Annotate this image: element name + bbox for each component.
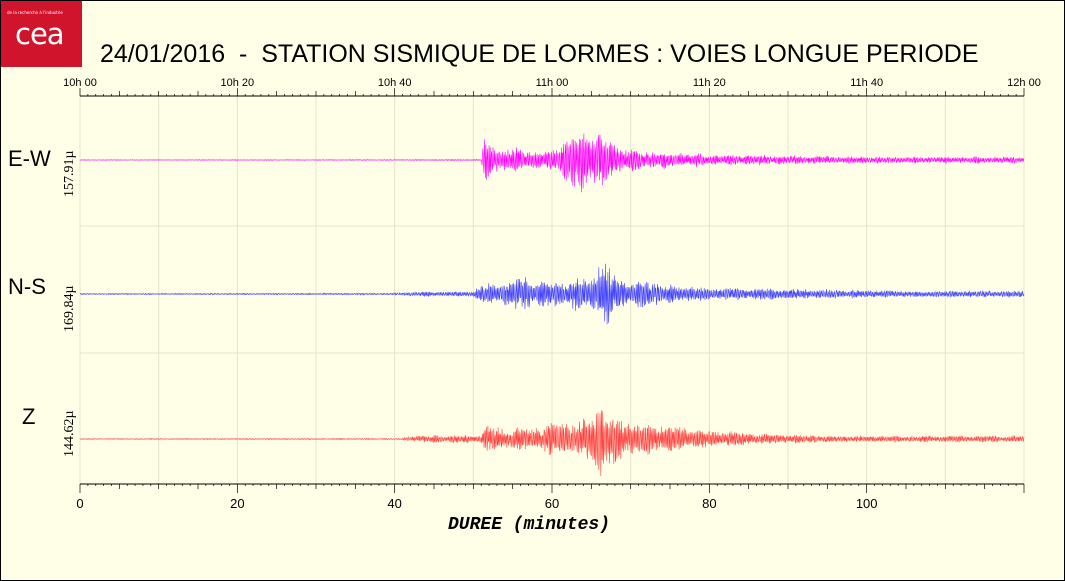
traces — [79, 133, 1025, 477]
top-axis-tick-label: 12h 00 — [1007, 77, 1041, 89]
channel-label-z: Z — [22, 404, 36, 429]
top-axis-tick-label: 11h 20 — [693, 77, 726, 89]
x-axis-tick-label: 60 — [545, 496, 559, 511]
chart-title: 24/01/2016 - STATION SISMIQUE DE LORMES … — [100, 40, 979, 68]
x-axis-tick-label: 0 — [76, 496, 83, 511]
top-axis-tick-label: 10h 20 — [221, 77, 255, 89]
scale-label-ew: 157.91µ — [62, 150, 77, 197]
trace-z — [79, 410, 1025, 477]
x-axis-tick-label: 40 — [387, 496, 401, 511]
trace-ns — [79, 263, 1025, 325]
logo-mark: cea — [15, 17, 65, 51]
top-axis-tick-label: 11h 40 — [850, 77, 883, 89]
x-axis-label: DUREE (minutes) — [448, 515, 611, 535]
grid — [79, 96, 1025, 484]
scale-label-ns: 169.84µ — [62, 285, 77, 332]
x-axis-tick-label: 20 — [230, 496, 244, 511]
top-axis-tick-label: 10h 00 — [63, 77, 97, 89]
scale-label-z: 144.62µ — [62, 410, 77, 457]
channel-label-ns: N-S — [8, 274, 46, 299]
top-axis-tick-label: 11h 00 — [536, 77, 569, 89]
cea-logo: de la recherche à l'industrie cea — [1, 1, 82, 67]
top-axis-tick-label: 10h 40 — [378, 77, 412, 89]
channel-label-ew: E-W — [8, 146, 51, 171]
trace-ew — [79, 133, 1025, 193]
axes: 10h 00 10h 20 10h 40 11h 00 11h 20 11h 40 12h … — [63, 77, 1041, 511]
x-axis-tick-label: 100 — [856, 496, 878, 511]
logo-tagline: de la recherche à l'industrie — [7, 10, 63, 15]
x-axis-tick-label: 80 — [702, 496, 716, 511]
